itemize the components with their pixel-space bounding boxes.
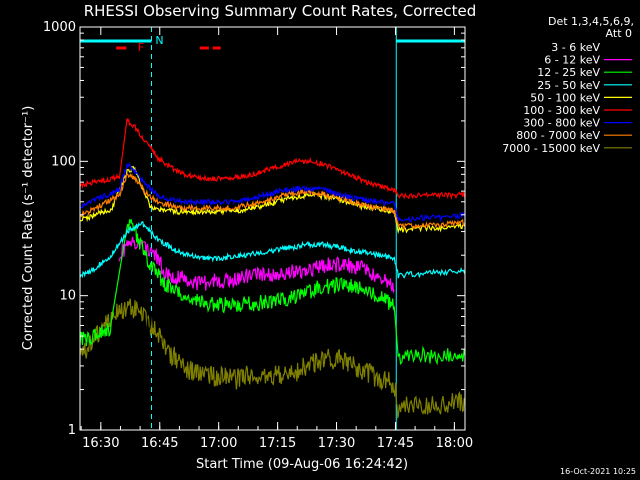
x-tick-label: 16:30 [82,436,119,451]
y-tick-label: 1000 [43,20,76,35]
x-tick-label: 17:30 [318,436,355,451]
legend-header-line-2: Att 0 [606,27,632,40]
series-line-2 [118,236,395,294]
legend-label: 7000 - 15000 keV [502,142,600,155]
plot-frame [79,26,466,431]
y-tick-label: 10 [59,289,76,304]
axes: 1 10 100 1000 16:30 16:45 17:00 17:15 17:30 17:45… [43,20,473,451]
night-flag-label: N [155,34,163,47]
series-layer [79,118,466,420]
series-line-6 [79,118,466,200]
legend-header-line-1: Det 1,3,4,5,6,9, [548,15,634,28]
series-line-7 [79,162,466,223]
legend-label: 12 - 25 keV [537,66,600,79]
chart-title: RHESSI Observing Summary Count Rates, Co… [84,2,477,20]
flag-bars: FN [80,34,465,54]
legend-label: 6 - 12 keV [544,54,600,67]
series-line-8 [79,172,466,231]
y-tick-label: 1 [68,423,76,438]
x-tick-label: 16:45 [141,436,178,451]
x-tick-label: 18:00 [436,436,473,451]
legend-label: 3 - 6 keV [551,41,600,54]
y-tick-label: 100 [51,154,76,169]
x-axis-label: Start Time (09-Aug-06 16:24:42) [196,457,408,472]
legend-label: 50 - 100 keV [530,91,600,104]
y-axis-label: Corrected Count Rate (s⁻¹ detector⁻¹) [21,106,36,351]
generation-timestamp: 16-Oct-2021 10:25 [560,467,636,476]
legend-label: 25 - 50 keV [537,79,600,92]
series-line-1 [118,286,395,382]
flare-flag-label: F [138,41,144,54]
x-tick-label: 17:00 [200,436,237,451]
x-tick-label: 17:15 [259,436,296,451]
series-line-9 [79,298,466,420]
series-line-4 [79,221,466,279]
series-line-3 [79,218,466,366]
x-tick-label: 17:45 [377,436,414,451]
legend-label: 800 - 7000 keV [516,129,600,142]
legend-label: 300 - 800 keV [523,117,600,130]
legend-label: 100 - 300 keV [523,104,600,117]
